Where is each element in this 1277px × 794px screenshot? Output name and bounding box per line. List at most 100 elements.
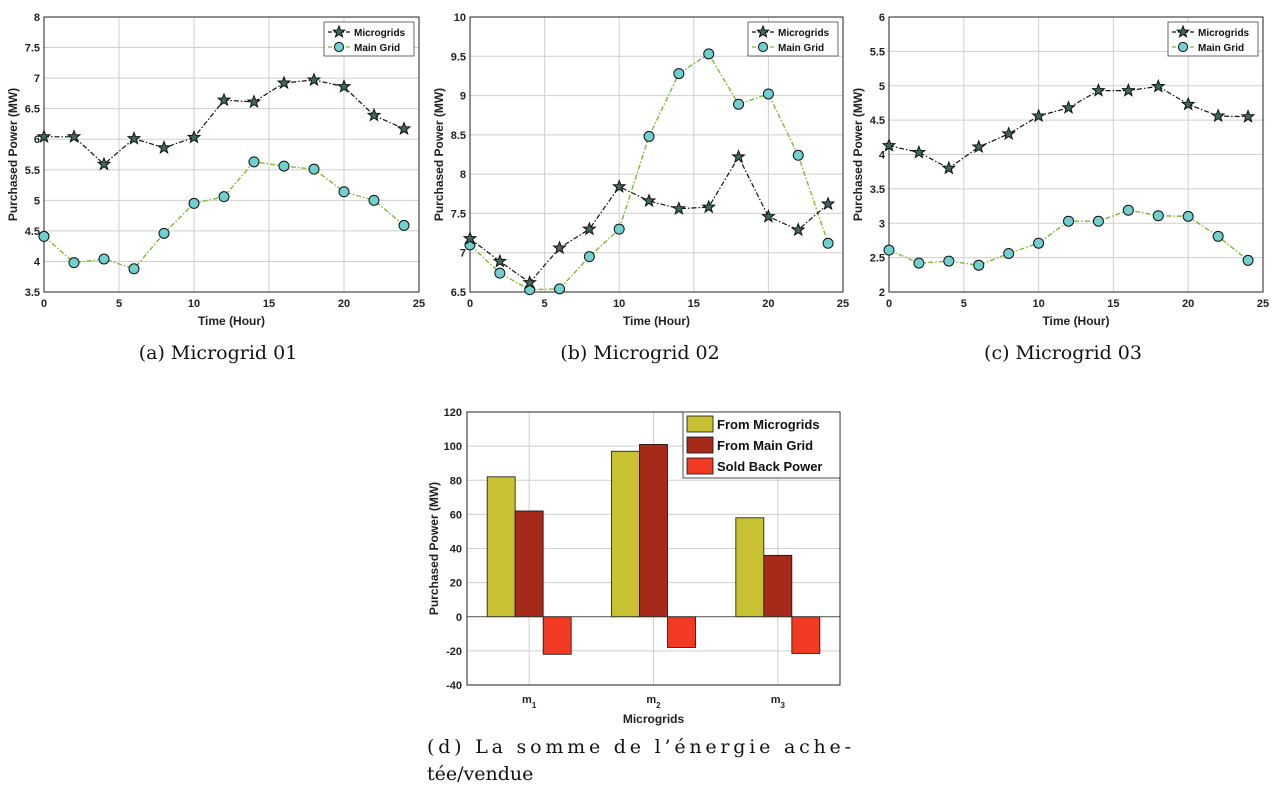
x-tick-label: 5 [542, 298, 548, 310]
legend: Microgrids Main Grid [323, 21, 415, 57]
x-tick-label: 25 [837, 298, 849, 310]
point-main-grid [1003, 248, 1015, 259]
caption-b: (b) Microgrid 02 [560, 342, 719, 364]
bar-from-main-grid [514, 510, 544, 618]
point-microgrids [396, 121, 412, 136]
legend-label-sold-back: Sold Back Power [717, 459, 822, 474]
x-tick-subscript: 3 [780, 701, 785, 710]
y-tick-label: 7.5 [25, 43, 40, 55]
y-tick-label: 7 [34, 73, 40, 85]
x-tick-label: 10 [188, 298, 200, 310]
y-tick-label: 4 [34, 256, 41, 268]
x-tick-label: m2 [646, 694, 661, 710]
y-tick-label: 4.5 [25, 226, 40, 238]
point-microgrids [1091, 82, 1106, 97]
legend: Microgrids Main Grid [747, 21, 839, 57]
y-tick-label: 6 [879, 12, 885, 24]
x-tick-label: m3 [771, 694, 786, 710]
point-main-grid [68, 257, 80, 269]
y-tick-label: 5 [34, 195, 40, 207]
y-tick-label: -40 [446, 680, 462, 692]
bar-sold-back [791, 616, 821, 654]
y-tick-label: 8 [34, 12, 40, 24]
legend: From Microgrids From Main Grid Sold Back P… [682, 411, 841, 479]
y-tick-label: 8 [460, 169, 466, 181]
y-axis-label: Purchased Power (MW) [427, 482, 441, 615]
point-microgrids [1151, 78, 1166, 93]
y-tick-label: 2 [879, 287, 885, 299]
x-tick-label: 20 [338, 298, 350, 310]
x-axis-label: Microgrids [623, 712, 685, 726]
series-line-main-grid [43, 161, 405, 270]
point-main-grid [703, 48, 715, 60]
chart-microgrid-03: 0 5 10 15 20 25 2 2.5 3 3.5 4 4.5 5 5.5 6 Time (Hour) Pu… [851, 12, 1269, 328]
point-microgrids [1121, 82, 1136, 97]
point-microgrids [96, 156, 112, 171]
legend-marker-microgrids [755, 24, 771, 39]
point-main-grid [1092, 215, 1104, 227]
point-main-grid [973, 259, 985, 271]
x-tick-base: m [522, 694, 532, 706]
series-line-microgrids [888, 85, 1249, 170]
x-tick-label: 25 [1257, 298, 1269, 310]
bar-from-microgrids [735, 517, 765, 618]
y-tick-label: 80 [450, 475, 462, 487]
bar-from-microgrids [486, 476, 516, 618]
point-main-grid [643, 130, 655, 142]
point-microgrids [1001, 126, 1016, 141]
point-main-grid [494, 267, 506, 279]
point-main-grid [308, 163, 320, 175]
point-main-grid [158, 227, 170, 239]
point-main-grid [613, 223, 625, 235]
point-main-grid [792, 149, 804, 161]
point-main-grid [883, 244, 895, 256]
legend-label-microgrids: Microgrids [354, 28, 406, 39]
y-tick-label: 9 [460, 91, 466, 103]
bar-sold-back [542, 616, 572, 655]
point-main-grid [1212, 230, 1224, 242]
plot-frame [43, 16, 420, 293]
point-main-grid [98, 253, 110, 265]
point-main-grid [368, 194, 380, 206]
legend-marker-main-grid [1177, 41, 1189, 53]
chart-microgrid-01: 0 5 10 15 20 25 3.5 4 4.5 5 5.5 6 6.5 7 7.5 8 Time (Hour… [6, 12, 425, 328]
legend-label-main-grid: Main Grid [354, 43, 400, 54]
point-main-grid [913, 257, 925, 269]
y-tick-label: 3.5 [870, 184, 885, 196]
point-main-grid [1063, 215, 1075, 227]
point-microgrids [156, 140, 172, 154]
y-tick-label: 100 [444, 441, 462, 453]
x-tick-base: m [646, 694, 656, 706]
legend-swatch-sold-back [686, 457, 714, 475]
point-main-grid [554, 283, 566, 295]
y-tick-label: 20 [450, 578, 462, 590]
y-axis-label: Purchased Power (MW) [432, 88, 446, 221]
point-microgrids [246, 94, 262, 109]
legend-label-main-grid: Main Grid [1198, 43, 1244, 54]
point-microgrids [306, 72, 322, 87]
x-axis-label: Time (Hour) [623, 314, 690, 328]
y-tick-label: 4.5 [870, 115, 885, 127]
legend-label-main-grid: Main Grid [778, 43, 824, 54]
x-tick-subscript: 1 [532, 701, 537, 710]
x-tick-base: m [771, 694, 781, 706]
y-tick-label: 2.5 [870, 253, 885, 265]
bar-sold-back [667, 616, 696, 648]
y-tick-label: -20 [446, 646, 462, 658]
y-tick-label: 4 [879, 150, 886, 162]
point-microgrids [671, 201, 687, 215]
point-microgrids [941, 160, 957, 175]
x-tick-label: 0 [467, 298, 473, 310]
point-microgrids [881, 137, 897, 152]
point-microgrids [216, 92, 232, 107]
x-tick-label: 10 [613, 298, 625, 310]
x-tick-label: 20 [762, 298, 774, 310]
plot-frame [466, 411, 841, 686]
point-microgrids [126, 130, 142, 145]
y-tick-label: 6.5 [451, 287, 466, 299]
y-tick-label: 6 [34, 134, 40, 146]
caption-c: (c) Microgrid 03 [984, 342, 1142, 364]
y-tick-label: 3.5 [25, 287, 40, 299]
point-microgrids [522, 274, 537, 289]
point-main-grid [673, 68, 685, 80]
